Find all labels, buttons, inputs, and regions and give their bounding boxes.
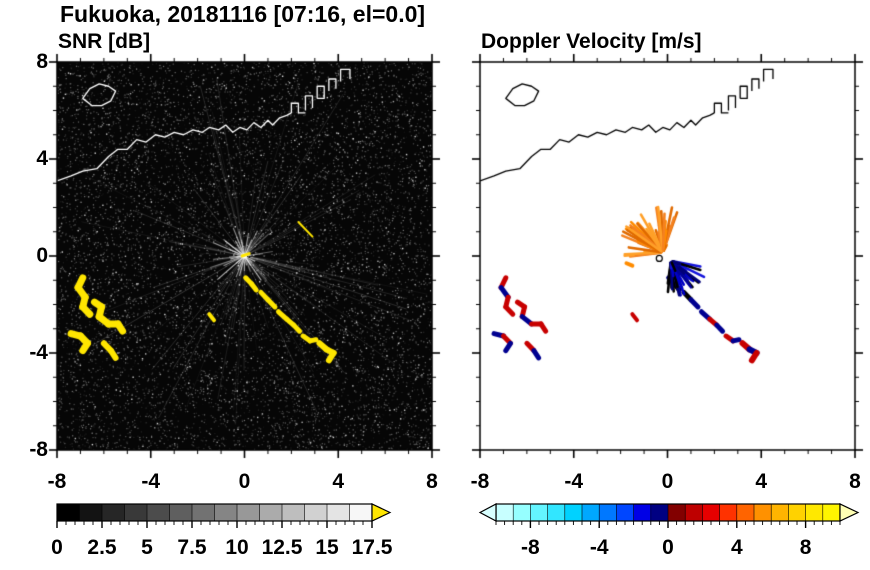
colorbar-segment [822, 504, 841, 521]
doppler-xtick-label-0: 0 [661, 470, 674, 493]
colorbar-over-arrow [371, 503, 392, 522]
colorbar-segment [547, 504, 566, 521]
colorbar-segment [169, 504, 193, 521]
ytick-label-0: 0 [36, 244, 48, 267]
colorbar-segment [327, 504, 350, 521]
ytick-label--8: -8 [29, 438, 48, 461]
doppler-panel-title: Doppler Velocity [m/s] [481, 30, 702, 53]
snr-colorbar-label-0: 0 [51, 536, 63, 559]
colorbar-segment [79, 504, 103, 521]
colorbar-segment [102, 504, 125, 521]
colorbar-segment [124, 504, 148, 521]
doppler-colorbar-label-0: 0 [662, 536, 674, 559]
ytick-label-4: 4 [36, 147, 48, 170]
snr-plot-canvas [45, 50, 444, 462]
colorbar-segment [582, 504, 600, 521]
colorbar-segment [702, 504, 720, 521]
doppler-colorbar-label-8: 8 [799, 536, 812, 559]
snr-xtick-label-8: 8 [426, 470, 438, 493]
colorbar-segment [754, 504, 772, 521]
snr-colorbar-label-15: 15 [315, 536, 339, 559]
colorbar-segment [616, 504, 634, 521]
colorbar-segment [668, 504, 686, 521]
colorbar-segment [530, 504, 548, 521]
snr-xtick-label--8: -8 [47, 470, 67, 493]
colorbar-segment [192, 504, 215, 521]
snr-xtick-label-4: 4 [332, 470, 345, 493]
colorbar-segment [57, 504, 80, 521]
colorbar-segment [685, 504, 703, 521]
snr-colorbar-label-17.5: 17.5 [351, 536, 393, 559]
ytick-label--4: -4 [29, 341, 48, 364]
snr-colorbar-label-7.5: 7.5 [177, 536, 207, 559]
doppler-xtick-label-8: 8 [849, 470, 861, 493]
colorbar-under-arrow [478, 503, 497, 522]
snr-colorbar-label-2.5: 2.5 [87, 536, 117, 559]
colorbar-segment [237, 504, 260, 521]
snr-colorbar-label-5: 5 [141, 536, 153, 559]
colorbar-segment [259, 504, 283, 521]
colorbar-segment [719, 504, 738, 521]
colorbar-segment [805, 504, 824, 521]
figure-title: Fukuoka, 20181116 [07:16, el=0.0] [60, 1, 426, 27]
doppler-colorbar-label--4: -4 [589, 536, 609, 559]
colorbar-segment [633, 504, 652, 521]
colorbar-segment [349, 504, 373, 521]
snr-xtick-label--4: -4 [141, 470, 161, 493]
doppler-xtick-label-4: 4 [755, 470, 768, 493]
colorbar-segment [788, 504, 806, 521]
snr-colorbar-label-12.5: 12.5 [261, 536, 303, 559]
colorbar-segment [599, 504, 617, 521]
doppler-xtick-label--8: -8 [470, 470, 490, 493]
doppler-plot-canvas [468, 50, 867, 462]
snr-xtick-label-0: 0 [238, 470, 251, 493]
colorbar-segment [650, 504, 669, 521]
snr-panel-title: SNR [dB] [58, 30, 151, 53]
colorbar-segment [147, 504, 170, 521]
colorbar-segment [564, 504, 583, 521]
snr-colorbar [56, 503, 392, 528]
colorbar-segment [496, 504, 514, 521]
colorbar-segment [771, 504, 789, 521]
snr-colorbar-label-10: 10 [225, 536, 249, 559]
colorbar-segment [214, 504, 238, 521]
doppler-colorbar-label--8: -8 [521, 536, 540, 559]
colorbar-segment [282, 504, 305, 521]
colorbar-segment [513, 504, 531, 521]
colorbar-over-arrow [839, 503, 860, 522]
colorbar-segment [304, 504, 328, 521]
ytick-label-8: 8 [36, 50, 48, 73]
doppler-xtick-label--4: -4 [564, 470, 584, 493]
doppler-colorbar [478, 503, 860, 528]
colorbar-segment [736, 504, 755, 521]
doppler-colorbar-label-4: 4 [730, 536, 743, 559]
